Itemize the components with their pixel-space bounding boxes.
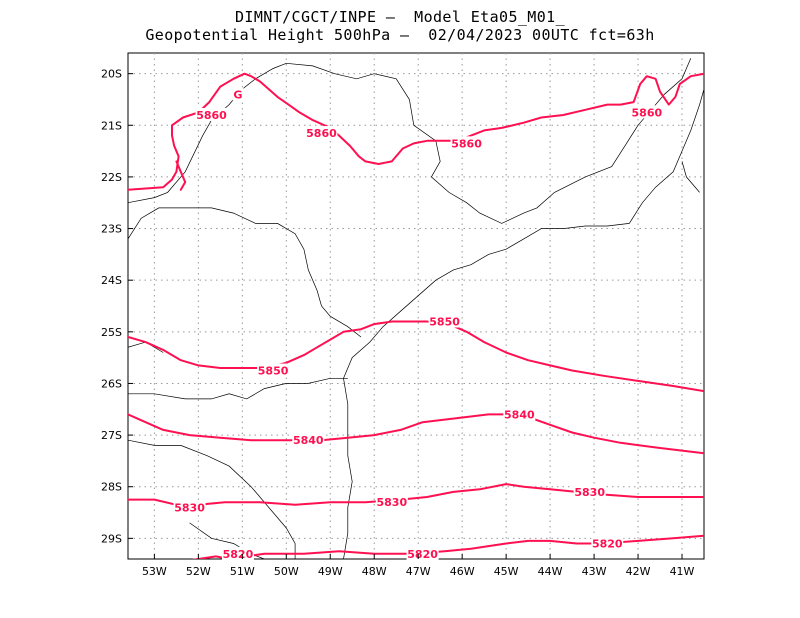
tick-label-x-12: 41W: [670, 565, 695, 578]
contour-line-5860-0: [128, 72, 704, 191]
chart-subtitle: Geopotential Height 500hPa – 02/04/2023 …: [145, 26, 655, 44]
tick-label-y-2: 22S: [101, 171, 122, 184]
contour-label-5860-2: 5860: [451, 137, 482, 150]
tick-label-x-10: 43W: [582, 565, 607, 578]
tick-label-y-6: 26S: [101, 377, 122, 390]
contour-label-5830-0: 5830: [174, 501, 205, 514]
tick-label-y-5: 25S: [101, 326, 122, 339]
tick-label-x-11: 42W: [626, 565, 651, 578]
contour-label-5840-0: 5840: [293, 434, 324, 447]
contour-label-bg-5850-1: [257, 363, 290, 377]
tick-label-y-1: 21S: [101, 119, 122, 132]
contour-label-bg-5860-2: [450, 136, 483, 150]
tick-label-x-5: 48W: [362, 565, 387, 578]
tick-label-y-7: 27S: [101, 429, 122, 442]
tick-label-x-2: 51W: [230, 565, 255, 578]
contour-label-5830-2: 5830: [574, 486, 605, 499]
coastline-borders: [128, 58, 704, 559]
contour-label-5860-3: 5860: [632, 106, 663, 119]
chart-title: DIMNT/CGCT/INPE – Model Eta05_M01_: [234, 8, 566, 26]
tick-label-x-7: 46W: [450, 565, 475, 578]
contour-label-bg-5850-0: [428, 314, 461, 328]
contour-label-bg-5830-2: [573, 484, 606, 498]
contour-label-5820-2: 5820: [592, 538, 623, 551]
contour-label-5860-1: 5860: [306, 127, 337, 140]
map-boundary-line-0: [128, 58, 692, 224]
map-boundary-line-3: [128, 439, 296, 559]
tick-label-y-9: 29S: [101, 532, 122, 545]
contour-label-bg-5840-1: [503, 407, 536, 421]
contour-label-5850-0: 5850: [429, 315, 460, 328]
map-boundary-line-1: [128, 207, 362, 338]
contour-label-bg-5860-4: [232, 87, 244, 101]
contour-line-5860-1: [175, 160, 187, 191]
contour-label-bg-5820-0: [221, 546, 254, 560]
contour-labels: 5860 5860 5860 5860 G 5850 5850 5840 5840 5830 583…: [173, 87, 663, 561]
tick-label-y-4: 24S: [101, 274, 122, 287]
tick-label-y-8: 28S: [101, 481, 122, 494]
tick-label-x-4: 49W: [318, 565, 343, 578]
contour-label-bg-5860-3: [630, 105, 663, 119]
tick-label-x-6: 47W: [406, 565, 431, 578]
contour-label-5820-0: 5820: [223, 548, 254, 561]
tick-label-x-0: 53W: [142, 565, 167, 578]
tick-label-y-3: 23S: [101, 223, 122, 236]
contour-label-bg-5830-0: [173, 500, 206, 514]
contour-label-bg-5830-1: [375, 495, 408, 509]
contour-line-5840-0: [128, 413, 704, 455]
contour-label-bg-5860-0: [195, 107, 228, 121]
contour-line-5850-0: [128, 320, 704, 393]
tick-label-x-9: 44W: [538, 565, 563, 578]
axis-ticks: 53W 52W 51W 50W 49W 48W 47W 46W 45W 44W 43W 42W 41W 2…: [101, 68, 695, 578]
contour-label-5860-4: G: [233, 88, 242, 101]
tick-label-x-8: 45W: [494, 565, 519, 578]
contour-label-bg-5840-0: [292, 433, 325, 447]
contour-label-bg-5820-1: [406, 546, 439, 560]
map-boundary-line-5: [343, 89, 704, 559]
contour-label-5850-1: 5850: [258, 365, 289, 378]
tick-label-y-0: 20S: [101, 68, 122, 81]
contour-label-5820-1: 5820: [407, 548, 438, 561]
tick-label-x-3: 50W: [274, 565, 299, 578]
tick-label-x-1: 52W: [186, 565, 211, 578]
contour-line-5820-0: [191, 555, 231, 559]
contour-label-5830-1: 5830: [377, 496, 408, 509]
map-boundary-line-7: [681, 161, 700, 193]
contour-label-5860-0: 5860: [196, 109, 227, 122]
contour-label-5840-1: 5840: [504, 408, 535, 421]
map-boundary-line-2: [128, 377, 348, 400]
plot-frame: [127, 52, 705, 560]
contour-label-bg-5820-2: [591, 536, 624, 550]
contour-label-bg-5860-1: [305, 126, 338, 140]
